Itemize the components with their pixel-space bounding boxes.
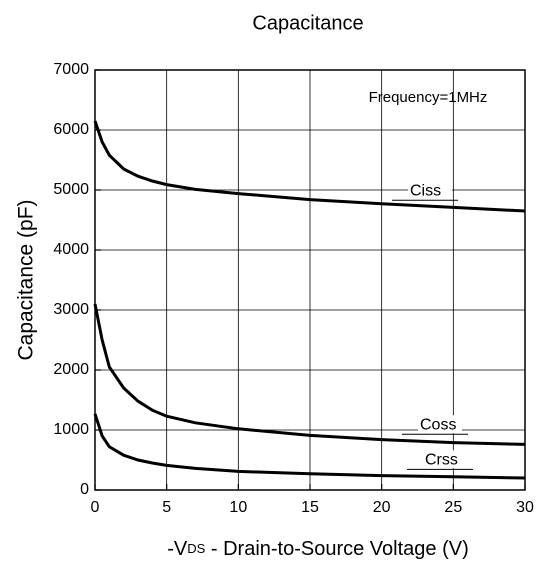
- series-label: Coss: [420, 416, 456, 433]
- x-tick-label: 25: [444, 499, 462, 516]
- x-tick-label: 30: [516, 499, 534, 516]
- x-tick-label: 15: [301, 499, 319, 516]
- x-label-part: -V: [167, 538, 188, 560]
- series-label: Crss: [425, 452, 458, 469]
- x-tick-label: 20: [373, 499, 391, 516]
- x-axis-label: -VDS - Drain-to-Source Voltage (V): [167, 538, 469, 560]
- y-axis-label: Capacitance (pF): [15, 199, 38, 360]
- x-tick-label: 5: [162, 499, 171, 516]
- series-line: [93, 413, 526, 480]
- chart-title: Capacitance: [252, 12, 363, 34]
- series-line: [93, 120, 526, 213]
- annotation: Frequency=1MHz: [369, 89, 488, 106]
- y-tick-label: 3000: [53, 301, 89, 318]
- y-tick-label: 0: [80, 481, 89, 498]
- x-label-subscript: DS: [187, 541, 205, 556]
- x-tick-label: 10: [229, 499, 247, 516]
- y-tick-label: 1000: [53, 421, 89, 438]
- label-bg: [408, 181, 452, 200]
- y-tick-label: 4000: [53, 241, 89, 258]
- y-tick-label: 2000: [53, 361, 89, 378]
- label-bg: [418, 415, 462, 434]
- x-tick-label: 0: [91, 499, 100, 516]
- y-tick-label: 6000: [53, 121, 89, 138]
- y-tick-label: 7000: [53, 61, 89, 78]
- x-label-part: - Drain-to-Source Voltage (V): [205, 538, 468, 560]
- y-tick-label: 5000: [53, 181, 89, 198]
- plot-frame: [94, 69, 526, 491]
- series-label: Ciss: [410, 182, 441, 199]
- series-line: [93, 303, 526, 446]
- label-bg: [423, 450, 467, 469]
